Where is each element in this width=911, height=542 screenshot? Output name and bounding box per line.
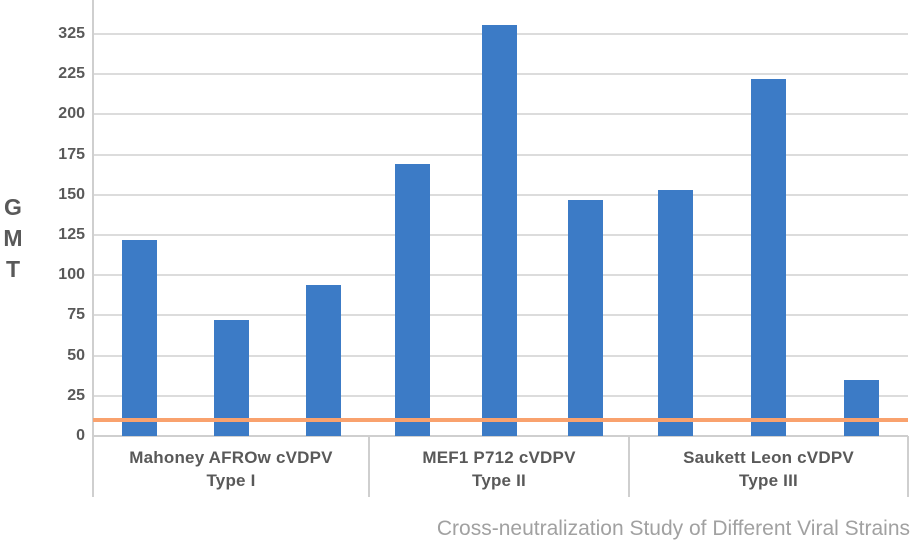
threshold-line (93, 417, 908, 422)
y-tick-label: 175 (58, 145, 85, 163)
bar (482, 24, 517, 436)
bar (395, 164, 430, 436)
strain-name: Mahoney AFROw cVDPV (129, 448, 333, 467)
chart-title: Cross-neutralization Study of Different … (436, 517, 910, 540)
y-axis-label-char: M (3, 225, 23, 251)
category-divider (628, 436, 630, 497)
category-divider (368, 436, 370, 497)
x-group-label: MEF1 P712 cVDPV Type II (369, 446, 629, 492)
y-tick-label: 0 (76, 427, 85, 444)
y-axis-line (92, 0, 94, 497)
category-divider (907, 436, 909, 497)
strain-name: MEF1 P712 cVDPV (422, 448, 576, 467)
y-tick-label: 200 (58, 105, 85, 123)
x-group-label: Mahoney AFROw cVDPV Type I (93, 446, 369, 492)
y-tick-label: 150 (58, 185, 85, 203)
y-axis-label-char: T (5, 256, 21, 282)
bar (306, 284, 341, 436)
bar (844, 379, 879, 436)
bar (751, 79, 786, 436)
strain-type: Type III (739, 471, 798, 490)
y-tick-label: 325 (58, 25, 85, 42)
y-tick-label: 225 (58, 65, 85, 83)
bar (568, 199, 603, 436)
x-group-label: Saukett Leon cVDPV Type III (629, 446, 908, 492)
bar (214, 320, 249, 436)
x-axis-line (93, 435, 908, 437)
y-tick-label: 75 (67, 306, 85, 324)
y-tick-label: 100 (58, 266, 85, 284)
bar (122, 239, 157, 436)
strain-name: Saukett Leon cVDPV (683, 448, 854, 467)
y-tick-label: 50 (67, 346, 85, 364)
strain-type: Type I (206, 471, 256, 490)
strain-type: Type II (472, 471, 526, 490)
bar (658, 190, 693, 436)
y-tick-label: 25 (67, 386, 85, 404)
y-axis-label-char: G (4, 194, 22, 220)
y-tick-label: 125 (58, 226, 85, 243)
